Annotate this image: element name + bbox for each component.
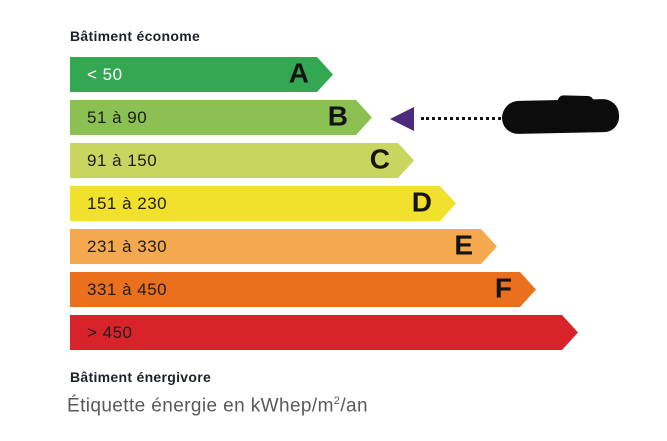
energy-scale: < 50 A 51 à 90 B 91 à 150 C 151 à 230 D …	[70, 57, 578, 350]
caption-superscript: 2	[333, 395, 341, 407]
energy-bar-e: 231 à 330 E	[70, 229, 497, 264]
range-label-b: 51 à 90	[87, 107, 148, 127]
grade-letter-d: D	[411, 186, 432, 218]
grade-letter-c: C	[369, 143, 390, 175]
energy-bar-f: 331 à 450 F	[70, 272, 536, 307]
range-label-d: 151 à 230	[87, 193, 168, 213]
economical-building-label: Bâtiment économe	[70, 28, 201, 44]
grade-letter-e: E	[454, 229, 473, 261]
energy-bar-c: 91 à 150 C	[70, 143, 414, 178]
energy-label-caption: Étiquette énergie en kWhep/m2/an	[67, 395, 368, 417]
range-label-e: 231 à 330	[87, 236, 168, 256]
grade-letter-a: A	[288, 57, 309, 89]
range-label-f: 331 à 450	[87, 279, 168, 299]
caption-text: Étiquette énergie en kWhep/m	[67, 395, 334, 417]
redacted-value-blob	[501, 98, 620, 135]
grade-letter-b: B	[327, 100, 348, 132]
energy-bar-d: 151 à 230 D	[70, 186, 456, 221]
energy-intensive-building-label: Bâtiment énergivore	[70, 369, 212, 385]
range-label-g: > 450	[87, 322, 133, 342]
dotted-leader-line	[421, 117, 501, 120]
selection-arrow-icon	[390, 107, 414, 131]
energy-bar-g: > 450	[70, 315, 578, 350]
grade-letter-f: F	[494, 272, 512, 304]
caption-unit-suffix: /an	[340, 395, 368, 417]
energy-bar-a: < 50 A	[70, 57, 333, 92]
range-label-c: 91 à 150	[87, 150, 158, 170]
energy-bar-b: 51 à 90 B	[70, 100, 372, 135]
range-label-a: < 50	[87, 64, 123, 84]
